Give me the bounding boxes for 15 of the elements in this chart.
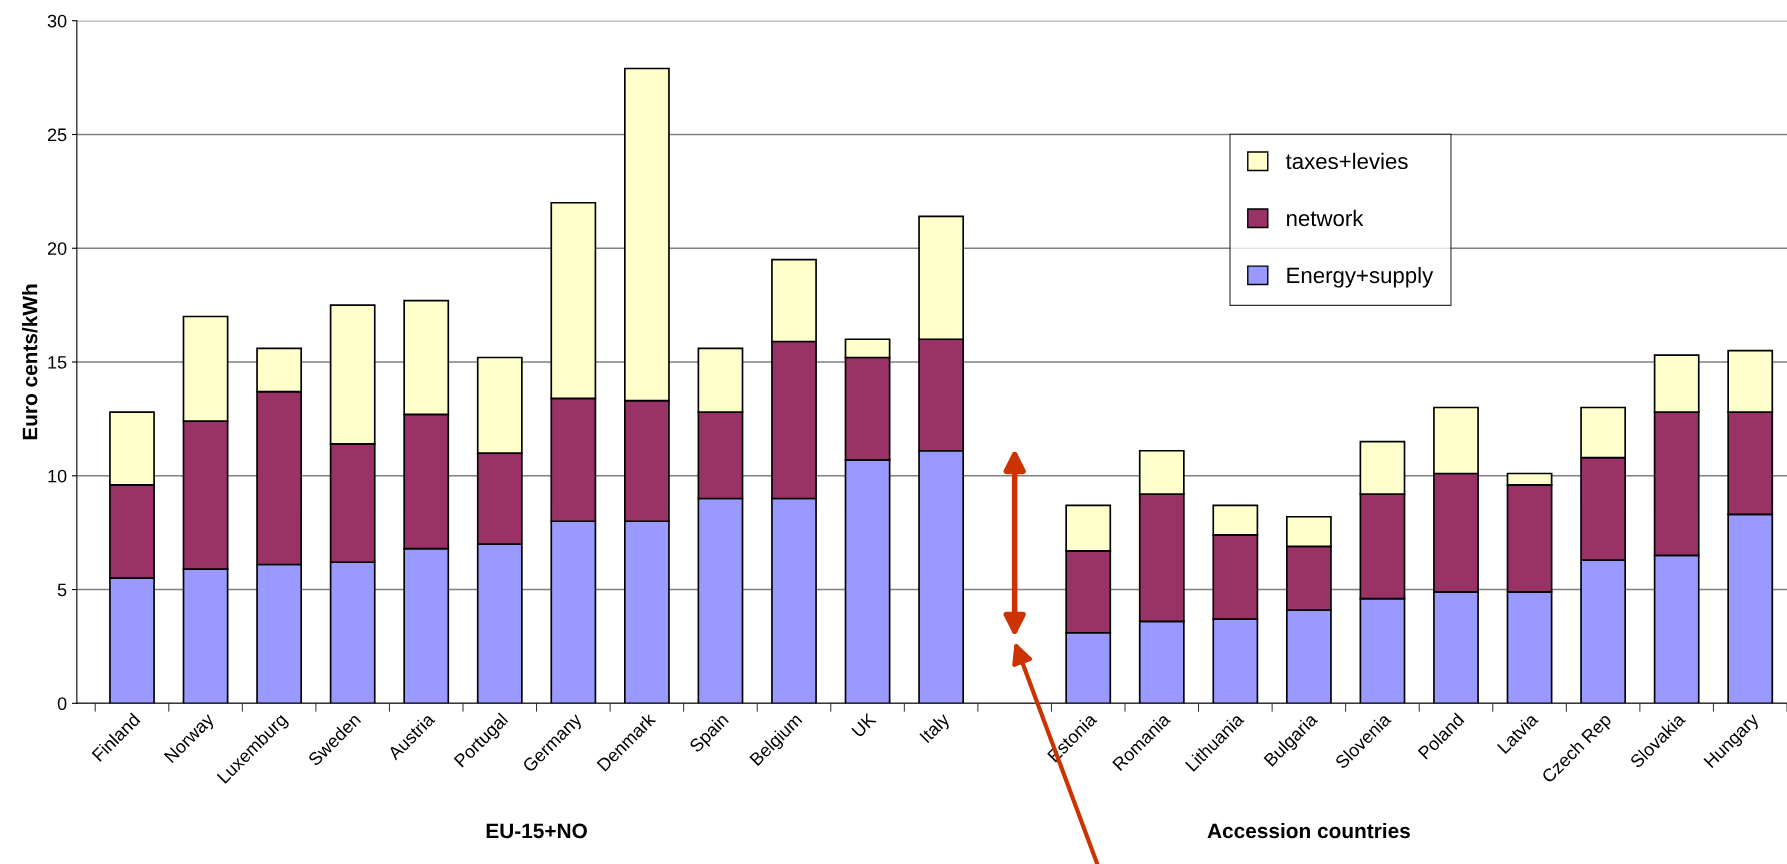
legend-label: taxes+levies: [1285, 152, 1408, 170]
text: Accession countries: [1207, 822, 1410, 839]
y-tick-label: 5: [57, 583, 67, 597]
y-tick-label: 25: [47, 128, 67, 142]
x-tick-label: UK: [851, 712, 877, 738]
y-tick-label: 15: [48, 356, 67, 369]
legend-label: network: [1287, 209, 1364, 227]
y-tick-label: 10: [48, 469, 67, 483]
text: EU-15+NO: [486, 823, 587, 839]
y-tick-label: 30: [47, 14, 67, 28]
y-axis-title: Euro cents/kWh: [22, 284, 38, 440]
y-tick-label: 0: [57, 697, 67, 711]
legend-label: Energy+supply: [1287, 266, 1434, 288]
y-tick-label: 20: [47, 242, 67, 255]
x-tick-label: Italy: [918, 711, 953, 746]
